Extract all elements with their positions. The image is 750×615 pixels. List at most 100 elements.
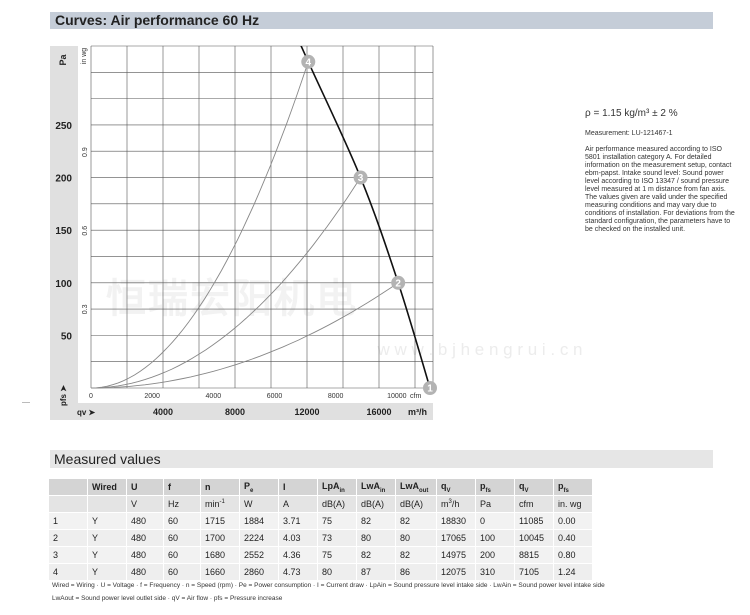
marker-circle: [353, 170, 368, 185]
table-row: 1 Y 480 60 1715 1884 3.71 75 82 82 18830 0 11085 0.00: [49, 513, 592, 529]
system-curve-2: [90, 282, 399, 389]
table-cell: 10045: [515, 530, 553, 546]
table-cell: cfm: [515, 496, 553, 512]
x-tick-label-m3h: 16000: [366, 407, 391, 417]
legend-line-1: Wired = Wiring · U = Voltage · f = Frequ…: [52, 582, 605, 589]
table-cell: 4: [49, 564, 87, 580]
table-cell: 87: [357, 564, 395, 580]
marker-circle: [422, 381, 437, 395]
table-cell: pfs: [554, 479, 592, 495]
table-cell: 1715: [201, 513, 239, 529]
y2-axis-label: in wg: [81, 48, 88, 64]
y-tick-label: 150: [55, 226, 72, 237]
table-cell: Y: [88, 564, 126, 580]
table-cell: LwAin: [357, 479, 395, 495]
y-axis-label: Pa: [58, 54, 68, 66]
table-cell: 60: [164, 513, 200, 529]
legend-line-2: LwAout = Sound power level outlet side ·…: [52, 595, 283, 602]
x-tick-label-m3h: 8000: [225, 407, 245, 417]
table-cell: LpAin: [318, 479, 356, 495]
table-row: 4 Y 480 60 1660 2860 4.73 80 87 86 12075 310 7105 1.2…: [49, 564, 592, 580]
table-cell: 0.40: [554, 530, 592, 546]
plot-area: [91, 46, 433, 388]
table-cell: dB(A): [357, 496, 395, 512]
table-cell: Wired: [88, 479, 126, 495]
table-cell: 1680: [201, 547, 239, 563]
operating-point-2: 2: [391, 275, 406, 290]
table-cell: 80: [357, 530, 395, 546]
table-cell: 480: [127, 513, 163, 529]
x-tick-label-cfm: 8000: [328, 393, 344, 400]
table-cell: 1660: [201, 564, 239, 580]
table-cell: 14975: [437, 547, 475, 563]
y-tick-label: 200: [55, 174, 72, 185]
table-cell: [88, 496, 126, 512]
table-cell: Y: [88, 530, 126, 546]
table-row: 2 Y 480 60 1700 2224 4.03 73 80 80 17065 100 10045 0.…: [49, 530, 592, 546]
table-cell: 480: [127, 530, 163, 546]
table-cell: Y: [88, 513, 126, 529]
table-cell: 60: [164, 547, 200, 563]
table-cell: Y: [88, 547, 126, 563]
measurement-id: Measurement: LU-121467-1: [585, 130, 673, 137]
marker-circle: [301, 54, 316, 69]
table-cell: qV: [515, 479, 553, 495]
table-cell: 2860: [240, 564, 278, 580]
x-tick-label-cfm: 2000: [144, 393, 160, 400]
table-cell: 60: [164, 564, 200, 580]
table-cell: Pa: [476, 496, 514, 512]
table-cell: 3.71: [279, 513, 317, 529]
marker-label: 4: [305, 57, 311, 68]
table-cell: 480: [127, 564, 163, 580]
table-cell: 80: [318, 564, 356, 580]
table-cell: U: [127, 479, 163, 495]
table-cell: 82: [396, 513, 436, 529]
table-cell: 7105: [515, 564, 553, 580]
table-cell: 82: [396, 547, 436, 563]
table-cell: pfs: [476, 479, 514, 495]
table-cell: 1.24: [554, 564, 592, 580]
table-cell: 0.80: [554, 547, 592, 563]
table-cell: 2552: [240, 547, 278, 563]
table-cell: qV: [437, 479, 475, 495]
table-cell: 18830: [437, 513, 475, 529]
x-axis-symbol: qv ➤: [77, 408, 96, 417]
table-cell: I: [279, 479, 317, 495]
divider: [22, 402, 30, 403]
table-cell: 2: [49, 530, 87, 546]
x-axis-strip: [50, 403, 433, 420]
x-axis-label: m³/h: [408, 407, 427, 417]
table-cell: 4.03: [279, 530, 317, 546]
side-notes: ρ = 1.15 kg/m³ ± 2 % Measurement: LU-121…: [585, 108, 735, 234]
table-cell: 1884: [240, 513, 278, 529]
table-cell: f: [164, 479, 200, 495]
y-tick-label: 250: [55, 121, 72, 132]
table-cell: 86: [396, 564, 436, 580]
measurement-note: Air performance measured according to IS…: [585, 146, 735, 233]
density: ρ = 1.15 kg/m³ ± 2 %: [585, 108, 678, 119]
operating-point-3: 3: [353, 170, 368, 185]
x-tick-label-cfm: 10000: [387, 393, 407, 400]
table-row: 3 Y 480 60 1680 2552 4.36 75 82 82 14975 200 8815 0.8…: [49, 547, 592, 563]
table-cell: 0: [476, 513, 514, 529]
table-cell: 75: [318, 547, 356, 563]
title-bar: Curves: Air performance 60 Hz: [50, 12, 713, 29]
table-cell: min-1: [201, 496, 239, 512]
table-cell: 73: [318, 530, 356, 546]
x-tick-label-m3h: 4000: [153, 407, 173, 417]
table-legend: Wired = Wiring · U = Voltage · f = Frequ…: [52, 579, 732, 605]
table-cell: m3/h: [437, 496, 475, 512]
table-cell: V: [127, 496, 163, 512]
y-axis-symbol: pfs ➤: [59, 385, 68, 406]
measured-values-title: Measured values: [54, 451, 161, 467]
table-cell: 2224: [240, 530, 278, 546]
operating-point-4: 4: [301, 54, 316, 69]
table-cell: 200: [476, 547, 514, 563]
table-cell: 3: [49, 547, 87, 563]
measured-values-bar: Measured values: [50, 450, 713, 468]
y-tick-label: 100: [55, 279, 72, 290]
x-tick-label-cfm: 6000: [267, 393, 283, 400]
